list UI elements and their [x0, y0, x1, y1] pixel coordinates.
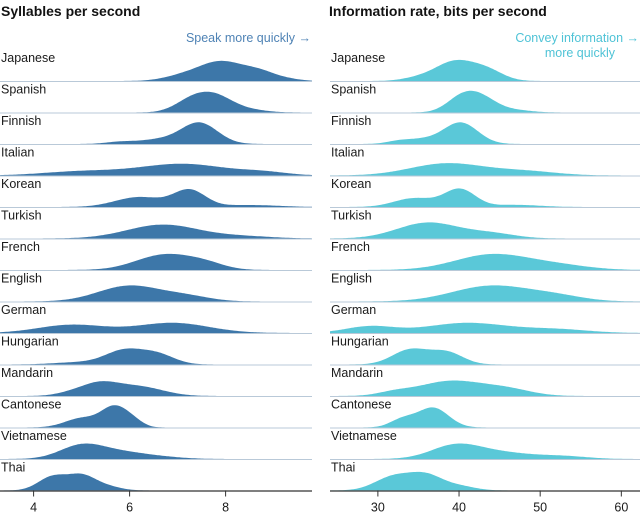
density-turkish: [0, 224, 312, 239]
density-french: [330, 253, 640, 270]
row-label-french: French: [331, 240, 370, 254]
left-annotation: Speak more quickly →: [186, 31, 311, 45]
row-label-finnish: Finnish: [331, 114, 371, 128]
density-vietnamese: [330, 443, 640, 459]
density-korean: [330, 188, 640, 207]
row-label-spanish: Spanish: [1, 83, 46, 97]
row-label-turkish: Turkish: [331, 209, 372, 223]
density-cantonese: [0, 405, 312, 428]
row-label-italian: Italian: [331, 146, 364, 160]
right-chart-title: Information rate, bits per second: [329, 3, 547, 19]
density-finnish: [0, 122, 312, 144]
density-spanish: [0, 91, 312, 113]
density-japanese: [0, 60, 312, 81]
density-german: [330, 322, 640, 333]
row-label-english: English: [331, 272, 372, 286]
density-thai: [0, 473, 312, 491]
row-label-japanese: Japanese: [1, 51, 55, 65]
row-label-finnish: Finnish: [1, 114, 41, 128]
row-label-cantonese: Cantonese: [1, 398, 62, 412]
row-label-japanese: Japanese: [331, 51, 385, 65]
x-tick-label: 8: [222, 501, 229, 515]
density-mandarin: [330, 380, 640, 396]
row-label-vietnamese: Vietnamese: [1, 429, 67, 443]
x-tick-label: 60: [614, 501, 628, 515]
x-tick-label: 50: [533, 501, 547, 515]
row-label-german: German: [1, 303, 46, 317]
density-turkish: [330, 222, 640, 239]
right-annotation-line-1: Convey information →: [515, 31, 639, 45]
x-tick-label: 6: [126, 501, 133, 515]
density-german: [0, 322, 312, 333]
density-korean: [0, 189, 312, 207]
density-hungarian: [0, 348, 312, 365]
row-label-hungarian: Hungarian: [1, 335, 59, 349]
density-hungarian: [330, 348, 640, 365]
row-label-italian: Italian: [1, 146, 34, 160]
density-english: [330, 285, 640, 302]
row-label-french: French: [1, 240, 40, 254]
x-tick-label: 4: [30, 501, 37, 515]
density-italian: [330, 163, 640, 176]
left-chart-title: Syllables per second: [1, 3, 140, 19]
row-label-korean: Korean: [331, 177, 371, 191]
density-french: [0, 253, 312, 270]
x-tick-label: 30: [371, 501, 385, 515]
density-english: [0, 285, 312, 302]
density-finnish: [330, 122, 640, 144]
density-italian: [0, 163, 312, 176]
row-label-mandarin: Mandarin: [1, 366, 53, 380]
row-label-mandarin: Mandarin: [331, 366, 383, 380]
density-mandarin: [0, 381, 312, 396]
row-label-thai: Thai: [1, 461, 25, 475]
row-label-vietnamese: Vietnamese: [331, 429, 397, 443]
row-label-spanish: Spanish: [331, 83, 376, 97]
density-vietnamese: [0, 443, 312, 459]
row-label-english: English: [1, 272, 42, 286]
row-label-cantonese: Cantonese: [331, 398, 392, 412]
x-tick-label: 40: [452, 501, 466, 515]
density-cantonese: [330, 407, 640, 428]
row-label-korean: Korean: [1, 177, 41, 191]
row-label-turkish: Turkish: [1, 209, 42, 223]
row-label-german: German: [331, 303, 376, 317]
right-annotation-line-2: more quickly: [545, 46, 616, 60]
row-label-thai: Thai: [331, 461, 355, 475]
density-thai: [330, 471, 640, 491]
density-spanish: [330, 90, 640, 113]
density-japanese: [330, 59, 640, 81]
row-label-hungarian: Hungarian: [331, 335, 389, 349]
